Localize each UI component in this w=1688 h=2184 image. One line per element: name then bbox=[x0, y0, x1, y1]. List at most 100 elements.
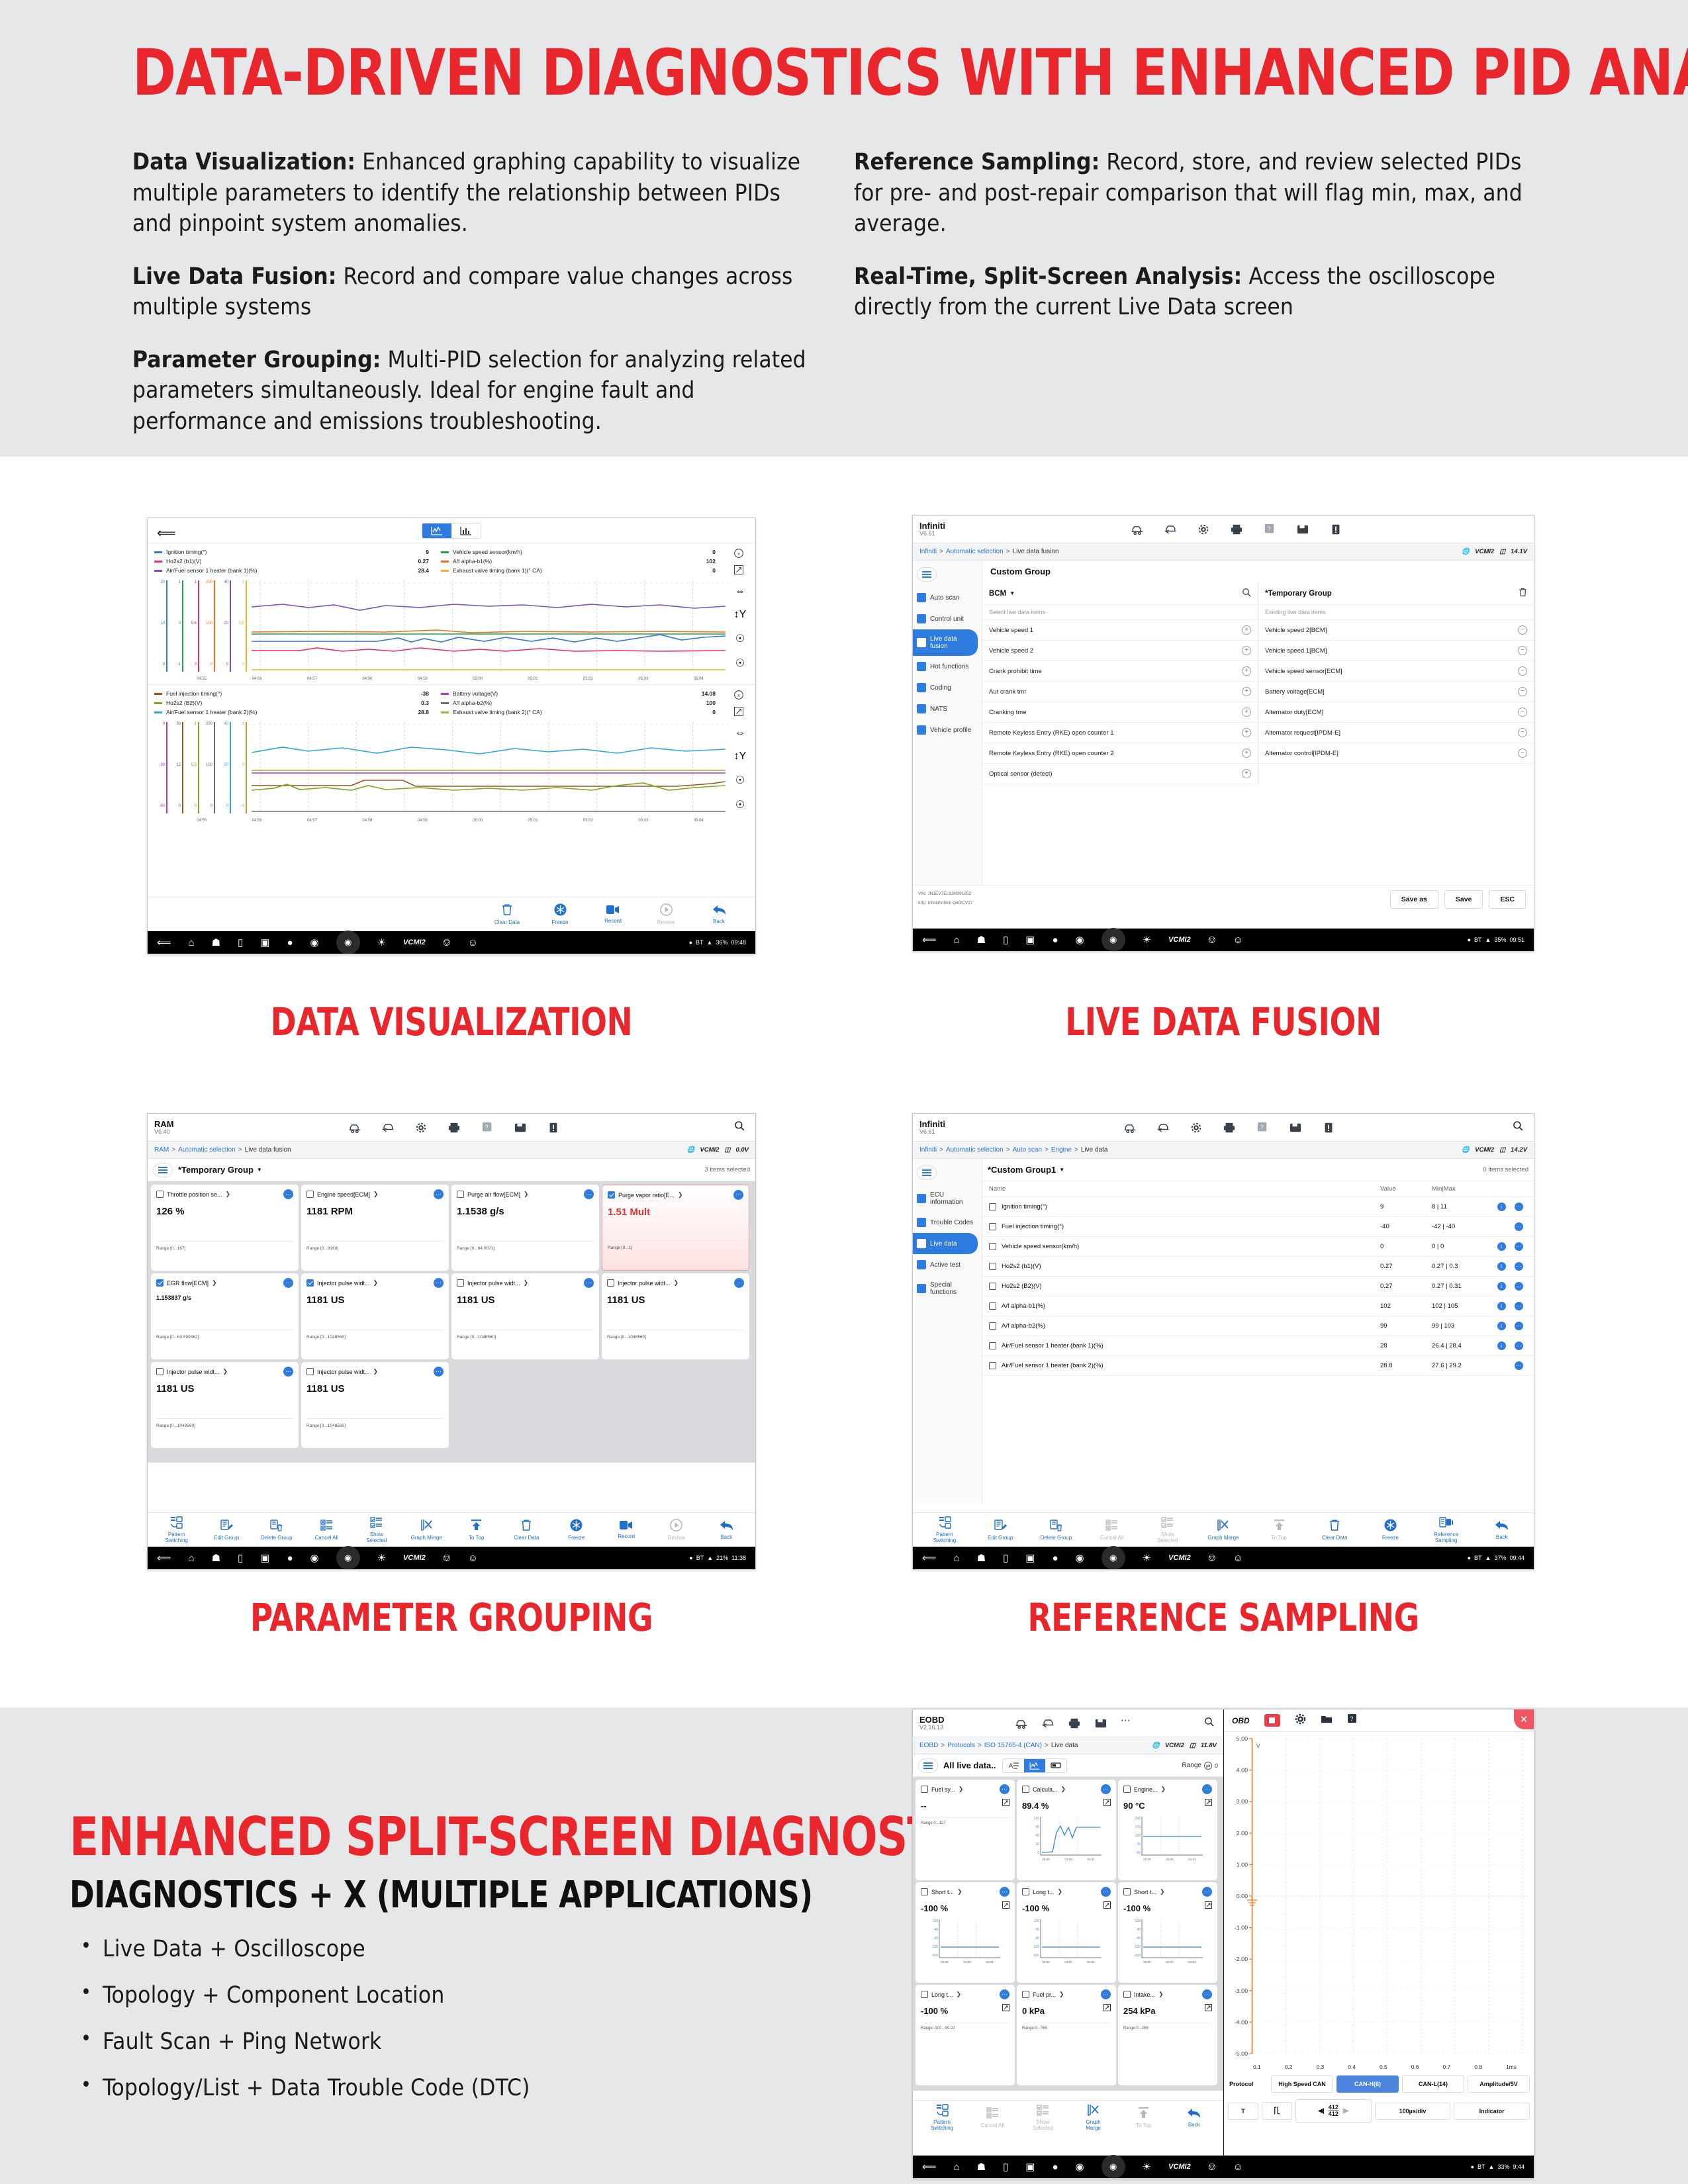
line-graph-icon[interactable] bbox=[422, 523, 451, 538]
menu-collapse-icon[interactable] bbox=[918, 1758, 938, 1773]
breadcrumb-item[interactable]: Infiniti bbox=[919, 1146, 937, 1154]
toolbar-pattern-switching-button[interactable]: Pattern Switching bbox=[158, 1516, 196, 1543]
card-checkbox[interactable] bbox=[156, 1279, 164, 1287]
add-icon[interactable]: + bbox=[1242, 625, 1251, 635]
osc-high-speed-can-button[interactable]: High Speed CAN bbox=[1271, 2075, 1333, 2093]
more-icon[interactable]: ⋯ bbox=[1514, 1302, 1523, 1310]
info-icon[interactable]: i bbox=[1497, 1282, 1506, 1291]
card-checkbox[interactable] bbox=[1123, 1786, 1131, 1793]
expand-icon[interactable] bbox=[1205, 1797, 1212, 1809]
table-row[interactable]: Fuel injection timing(°) -40 -42 | -40 ⋯ bbox=[982, 1217, 1534, 1237]
more-icon[interactable]: ⋯ bbox=[1202, 1887, 1212, 1897]
list-item[interactable]: Crank prohibit time + bbox=[982, 661, 1258, 682]
breadcrumb-item[interactable]: RAM bbox=[154, 1146, 169, 1154]
search-icon[interactable] bbox=[734, 1120, 745, 1134]
card-checkbox[interactable] bbox=[156, 1191, 164, 1198]
sidebar-item-live-data-fusion[interactable]: Live data fusion bbox=[913, 629, 978, 656]
menu-collapse-icon[interactable] bbox=[917, 567, 937, 582]
more-icon[interactable]: ⋯ bbox=[1514, 1342, 1523, 1350]
toolbar-graph-merge-button[interactable]: Graph Merge bbox=[1204, 1519, 1243, 1541]
nav-icon-1[interactable]: ⌂ bbox=[188, 936, 195, 948]
toolbar-to-top-button[interactable]: To Top bbox=[457, 1519, 496, 1541]
card-checkbox[interactable] bbox=[607, 1279, 614, 1287]
chevron-right-icon[interactable]: ❯ bbox=[1160, 1786, 1166, 1792]
folder-icon[interactable] bbox=[1321, 1714, 1333, 1727]
zoom-y-icon[interactable]: ☉ bbox=[735, 633, 745, 645]
more-icon[interactable]: ⋯ bbox=[1514, 1242, 1523, 1251]
nav-icon-5[interactable]: ● bbox=[1052, 934, 1058, 946]
list-item[interactable]: Vehicle speed 2[BCM] − bbox=[1258, 620, 1534, 641]
more-icon[interactable]: ⋯ bbox=[1202, 1989, 1212, 1999]
camera-icon[interactable]: ◉ bbox=[1101, 1546, 1125, 1569]
chevron-right-icon[interactable]: ❯ bbox=[957, 1888, 962, 1895]
vcmi-icon[interactable]: VCMI2 bbox=[403, 1553, 426, 1562]
rs-group-name[interactable]: *Custom Group1 bbox=[988, 1165, 1056, 1175]
info-icon[interactable]: i bbox=[1497, 1242, 1506, 1251]
nav-icon-4[interactable]: ▣ bbox=[260, 936, 270, 948]
info-icon[interactable]: i bbox=[1497, 1302, 1506, 1310]
pid-card[interactable]: Throttle position se... ❯ ⋯ 126 % Range:… bbox=[151, 1185, 299, 1271]
toolbar-to-top-button[interactable]: To Top bbox=[1125, 2107, 1163, 2128]
sidebar-item-special-functions[interactable]: Special functions bbox=[913, 1275, 982, 1302]
remote-support-icon[interactable]: ☺ bbox=[467, 936, 479, 948]
more-icon[interactable]: ⋯ bbox=[584, 1189, 594, 1199]
nav-icon-3[interactable]: ▯ bbox=[1003, 1552, 1009, 1564]
more-icon[interactable]: ⋯ bbox=[434, 1189, 444, 1199]
expand-icon[interactable] bbox=[1103, 1900, 1111, 1912]
nav-icon-brightness[interactable]: ☀ bbox=[377, 936, 387, 948]
add-icon[interactable]: + bbox=[1242, 707, 1251, 717]
pid-card[interactable]: Short t... ❯ ⋯ -100 % 120 40 -40 -120 -200 00… bbox=[1118, 1882, 1217, 1983]
remove-icon[interactable]: − bbox=[1518, 646, 1527, 655]
search-icon[interactable] bbox=[1513, 1120, 1523, 1134]
dv-view-segmented-control[interactable] bbox=[422, 522, 481, 539]
list-item[interactable]: Vehicle speed 1 + bbox=[982, 620, 1258, 641]
camera-icon[interactable]: ◉ bbox=[336, 1546, 360, 1569]
nav-icon-4[interactable]: ▣ bbox=[1025, 934, 1035, 946]
nav-icon-1[interactable]: ⌂ bbox=[953, 2161, 960, 2173]
toolbar-clear-data-button[interactable]: Clear Data bbox=[507, 1519, 545, 1541]
row-checkbox[interactable] bbox=[989, 1302, 996, 1310]
save-as-button[interactable]: Save as bbox=[1389, 890, 1438, 909]
row-checkbox[interactable] bbox=[989, 1203, 996, 1210]
pid-card[interactable]: Injector pulse widt... ❯ ⋯ 1181 US Range… bbox=[451, 1273, 599, 1359]
osc-can-l-14--button[interactable]: CAN-L(14) bbox=[1402, 2075, 1464, 2093]
nav-icon-6[interactable]: ◉ bbox=[1075, 1552, 1084, 1564]
expand-icon[interactable] bbox=[1103, 1797, 1111, 1809]
list-item[interactable]: Vehicle speed sensor[ECM] − bbox=[1258, 661, 1534, 682]
toolbar-review-button[interactable]: Review bbox=[647, 903, 685, 925]
more-icon[interactable]: ⋯ bbox=[1514, 1203, 1523, 1211]
more-icon[interactable]: ⋯ bbox=[1514, 1222, 1523, 1231]
text-list-icon[interactable]: A bbox=[1003, 1758, 1025, 1772]
nav-icon-2[interactable]: ☗ bbox=[211, 936, 221, 948]
sidebar-item-auto-scan[interactable]: Auto scan bbox=[913, 587, 982, 608]
vehicle-icon[interactable]: ⎊ bbox=[442, 936, 451, 948]
add-icon[interactable]: + bbox=[1242, 749, 1251, 758]
camera-icon[interactable]: ◉ bbox=[336, 931, 360, 954]
toolbar-freeze-button[interactable]: Freeze bbox=[1371, 1519, 1409, 1541]
nav-icon-5[interactable]: ● bbox=[287, 1552, 293, 1564]
nav-icon-1[interactable]: ⌂ bbox=[953, 1552, 960, 1564]
toolbar-cancel-all-button[interactable]: Cancel All bbox=[307, 1519, 346, 1541]
toolbar-show-selected-button[interactable]: Show Selected bbox=[1149, 1516, 1187, 1543]
card-checkbox[interactable] bbox=[156, 1368, 164, 1375]
pid-card[interactable]: Short t... ❯ ⋯ -100 % 120 40 -40 -120 -200 00… bbox=[915, 1882, 1015, 1983]
vehicle-icon[interactable]: ⎊ bbox=[1207, 934, 1216, 946]
row-checkbox[interactable] bbox=[989, 1283, 996, 1290]
more-icon[interactable]: ⋯ bbox=[1101, 1989, 1111, 1999]
pid-card[interactable]: Engine speed[ECM] ❯ ⋯ 1181 RPM Range:[0.… bbox=[301, 1185, 449, 1271]
osc-100-s-div-button[interactable]: 100µs/div bbox=[1374, 2102, 1451, 2120]
toolbar-clear-data-button[interactable]: Clear Data bbox=[488, 903, 526, 925]
nav-icon-3[interactable]: ▯ bbox=[1003, 2161, 1009, 2173]
expand-icon[interactable] bbox=[1002, 1900, 1009, 1912]
trash-icon[interactable] bbox=[1519, 588, 1527, 599]
remove-icon[interactable]: − bbox=[1518, 666, 1527, 676]
toolbar-back-button[interactable]: Back bbox=[707, 1520, 745, 1541]
more-icon[interactable]: ⋯ bbox=[1514, 1361, 1523, 1370]
nav-icon-3[interactable]: ▯ bbox=[1003, 934, 1009, 946]
chevron-right-icon[interactable]: ❯ bbox=[523, 1279, 529, 1286]
info-icon[interactable]: i bbox=[1497, 1262, 1506, 1271]
breadcrumb-item[interactable]: Automatic selection bbox=[178, 1146, 236, 1154]
bar-graph-icon[interactable] bbox=[451, 523, 481, 538]
nav-icon-4[interactable]: ▣ bbox=[1025, 1552, 1035, 1564]
menu-collapse-icon[interactable] bbox=[153, 1162, 173, 1177]
